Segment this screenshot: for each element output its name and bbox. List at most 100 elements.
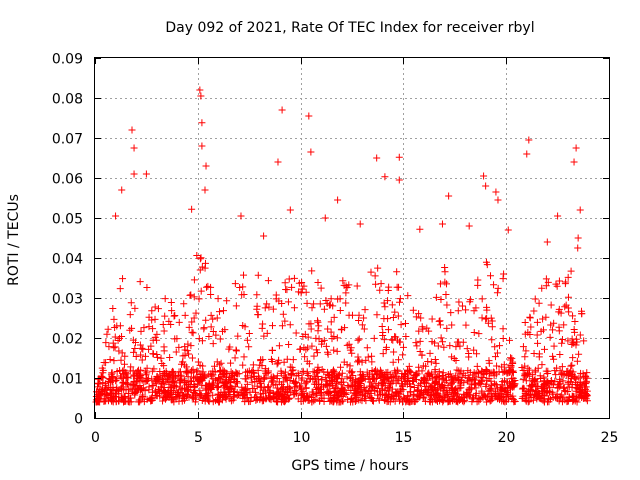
x-tick-label: 10	[293, 430, 311, 446]
data-point	[245, 330, 253, 338]
data-point	[544, 395, 552, 403]
data-point	[476, 379, 484, 387]
data-point	[483, 306, 491, 314]
data-point	[223, 297, 231, 305]
data-point	[462, 306, 470, 314]
data-point	[183, 369, 191, 377]
x-tick-label: 15	[395, 430, 413, 446]
data-point-peak	[198, 142, 206, 150]
data-point	[538, 284, 546, 292]
data-point	[493, 289, 501, 297]
data-point	[322, 297, 330, 305]
data-point	[339, 277, 347, 285]
data-point	[509, 368, 517, 376]
data-point	[262, 395, 270, 403]
data-point	[373, 311, 381, 319]
data-point	[175, 343, 183, 351]
data-point	[519, 393, 527, 401]
data-point	[394, 312, 402, 320]
data-point	[482, 315, 490, 323]
data-point	[459, 369, 467, 377]
data-point	[564, 380, 572, 388]
data-point	[384, 375, 392, 383]
data-point	[189, 365, 197, 373]
data-point	[473, 350, 481, 358]
data-point	[416, 347, 424, 355]
data-point	[109, 373, 117, 381]
data-point	[105, 343, 113, 351]
y-axis: 0 0.01 0.02 0.03 0.04 0.05 0.06 0.07 0.08 0.09	[52, 52, 609, 428]
data-point	[205, 397, 213, 405]
data-point	[204, 393, 212, 401]
data-point	[431, 368, 439, 376]
data-point	[205, 370, 213, 378]
data-point	[392, 388, 400, 396]
data-point	[149, 336, 157, 344]
data-point	[550, 319, 558, 327]
data-point	[130, 371, 138, 379]
data-point	[578, 310, 586, 318]
data-point	[569, 312, 577, 320]
data-point	[170, 312, 178, 320]
data-point	[564, 293, 572, 301]
data-point	[352, 396, 360, 404]
data-point	[384, 326, 392, 334]
data-point	[159, 321, 167, 329]
data-point	[104, 392, 112, 400]
data-point	[569, 354, 577, 362]
data-point	[526, 314, 534, 322]
data-point-peak	[198, 119, 206, 127]
data-point	[522, 396, 530, 404]
data-point	[201, 259, 209, 267]
data-point	[157, 383, 165, 391]
data-point	[538, 361, 546, 369]
data-point	[132, 352, 140, 360]
y-tick-label: 0.01	[52, 372, 83, 388]
data-point	[547, 321, 555, 329]
data-point	[283, 286, 291, 294]
y-tick-label: 0.03	[52, 292, 83, 308]
data-point	[392, 333, 400, 341]
data-point	[205, 379, 213, 387]
data-point	[371, 272, 379, 280]
data-point	[100, 359, 108, 367]
data-point	[114, 387, 122, 395]
data-point	[213, 379, 221, 387]
data-point	[243, 336, 251, 344]
data-point	[550, 342, 558, 350]
data-point	[466, 298, 474, 306]
data-point	[253, 302, 261, 310]
data-point	[93, 398, 101, 406]
data-point	[153, 353, 161, 361]
data-point	[442, 386, 450, 394]
data-point	[218, 371, 226, 379]
data-point	[337, 398, 345, 406]
data-point	[371, 387, 379, 395]
data-point	[302, 384, 310, 392]
data-point	[211, 362, 219, 370]
data-point	[369, 397, 377, 405]
data-point	[302, 288, 310, 296]
data-point	[456, 342, 464, 350]
data-point	[361, 306, 369, 314]
data-point	[417, 314, 425, 322]
data-point	[258, 383, 266, 391]
data-point	[388, 392, 396, 400]
data-point	[354, 356, 362, 364]
data-point-peak	[188, 205, 196, 213]
data-point	[360, 314, 368, 322]
data-point	[225, 377, 233, 385]
data-point	[236, 284, 244, 292]
data-point-peak	[523, 150, 531, 158]
data-point	[175, 318, 183, 326]
data-point	[149, 325, 157, 333]
data-point	[439, 338, 447, 346]
data-point	[360, 394, 368, 402]
data-point	[487, 272, 495, 280]
data-point	[186, 377, 194, 385]
data-point-peak	[373, 154, 381, 162]
data-point	[554, 384, 562, 392]
data-point	[139, 392, 147, 400]
data-point-peak	[128, 126, 136, 134]
data-point	[257, 379, 265, 387]
